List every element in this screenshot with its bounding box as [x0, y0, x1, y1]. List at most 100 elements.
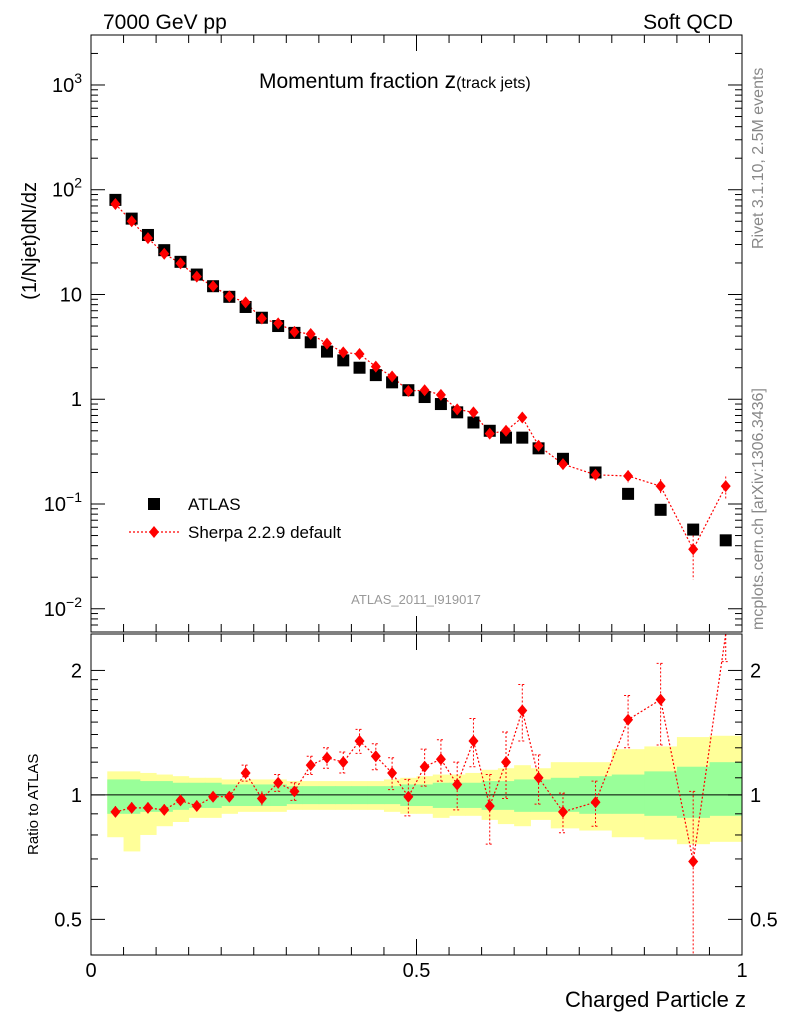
sherpa-point [256, 312, 267, 325]
sherpa-point [354, 348, 365, 361]
ratio-point [142, 801, 153, 814]
main-y-tick-label: 10−2 [44, 594, 82, 621]
ratio-y-tick-label: 0.5 [54, 909, 82, 931]
sherpa-point [387, 370, 398, 383]
main-y-tick-base: 10 [60, 284, 82, 306]
sherpa-point [126, 215, 137, 228]
main-y-tick-exponent: −1 [66, 489, 82, 505]
sherpa-point [175, 257, 186, 270]
ratio-inner-band [530, 779, 552, 812]
main-y-tick-exponent: 3 [74, 70, 82, 86]
ratio-plot-panel: 0.5 0.51 12 2 0 0.5 1 Ratio to ATLAS Charged … [25, 633, 778, 1012]
atlas-point [434, 398, 447, 411]
sherpa-point [452, 403, 463, 416]
main-y-tick-label: 103 [52, 70, 82, 97]
main-y-tick-base: 10 [52, 75, 74, 97]
ratio-point [517, 704, 528, 717]
ratio-point [110, 805, 121, 818]
ratio-inner-band [107, 779, 125, 814]
main-plot-title-text: Momentum fraction [259, 70, 445, 93]
ratio-point [224, 790, 235, 803]
atlas-point [687, 523, 700, 536]
sherpa-point [435, 388, 446, 401]
atlas-point [500, 431, 513, 444]
atlas-point [467, 416, 480, 429]
x-axis-label: Charged Particle z [565, 987, 746, 1012]
main-y-axis-label: (1/Njet)dN/dz [19, 182, 41, 300]
sherpa-point [720, 480, 731, 493]
main-y-tick-label: 10 [60, 284, 82, 306]
ratio-inner-band [497, 781, 515, 810]
sherpa-point [468, 406, 479, 419]
ratio-point [468, 735, 479, 748]
sherpa-point [517, 411, 528, 424]
ratio-point [387, 766, 398, 779]
legend-sherpa-marker [149, 526, 159, 538]
ratio-y-tick-label: 1 [71, 785, 82, 807]
ratio-plot-data [110, 633, 730, 956]
ratio-inner-band [514, 779, 531, 812]
sherpa-point [419, 384, 430, 397]
atlas-point [516, 431, 529, 444]
main-x-axis-ticks [90, 35, 743, 632]
ratio-x-tick-label: 0 [85, 960, 96, 982]
sherpa-point [191, 270, 202, 283]
ratio-inner-band [156, 781, 173, 812]
ratio-point [370, 750, 381, 763]
sherpa-point [305, 327, 316, 340]
ratio-point [655, 693, 666, 706]
main-y-tick-base: 10 [52, 180, 74, 202]
ratio-point [419, 760, 430, 773]
ratio-inner-band [139, 781, 157, 812]
sherpa-point [240, 296, 251, 309]
sherpa-point [224, 290, 235, 303]
sherpa-point [370, 360, 381, 373]
ratio-point [126, 801, 137, 814]
ratio-point [484, 800, 495, 813]
sherpa-point [590, 468, 601, 481]
ratio-inner-band [709, 762, 743, 816]
ratio-y-tick-label-right: 2 [750, 660, 761, 682]
sherpa-point [655, 480, 666, 493]
ratio-point [175, 794, 186, 807]
ratio-y-axis: 0.5 0.5 1 1 2 2 [54, 660, 778, 931]
rivet-version-label: Rivet 3.1.10, 2.5M events [750, 68, 767, 249]
ratio-y-axis-label: Ratio to ATLAS [25, 754, 42, 855]
ratio-point [590, 796, 601, 809]
sherpa-point [273, 317, 284, 330]
atlas-point [418, 391, 431, 404]
ratio-point [273, 776, 284, 789]
ratio-point [208, 790, 219, 803]
ratio-point [321, 751, 332, 764]
ratio-sherpa-line [115, 633, 727, 862]
atlas-point [369, 369, 382, 382]
sherpa-point [557, 458, 568, 471]
main-plot-title: Momentum fraction z(track jets) [259, 67, 531, 93]
main-plot-title-subscript: (track jets) [456, 75, 531, 92]
mcplots-label: mcplots.cern.ch [arXiv:1306.3436] [750, 388, 767, 630]
ratio-point [289, 785, 300, 798]
ratio-point [305, 759, 316, 772]
header-energy-label: 7000 GeV pp [103, 11, 227, 34]
ratio-point [256, 792, 267, 805]
main-plot-frame [90, 34, 743, 633]
ratio-point [501, 756, 512, 769]
atlas-point [320, 345, 333, 358]
ratio-point [240, 766, 251, 779]
legend: ATLAS Sherpa 2.2.9 default [129, 495, 341, 542]
main-y-tick-exponent: −2 [66, 594, 82, 610]
main-y-tick-label: 102 [52, 175, 82, 202]
sherpa-point [403, 384, 414, 397]
sherpa-point [338, 346, 349, 359]
ratio-point [191, 800, 202, 813]
sherpa-point [208, 280, 219, 293]
sherpa-point [484, 427, 495, 440]
ratio-point [435, 753, 446, 766]
ratio-point [623, 713, 634, 726]
ratio-point [533, 771, 544, 784]
ratio-point [557, 805, 568, 818]
atlas-point [353, 361, 366, 374]
ratio-point [403, 790, 414, 803]
